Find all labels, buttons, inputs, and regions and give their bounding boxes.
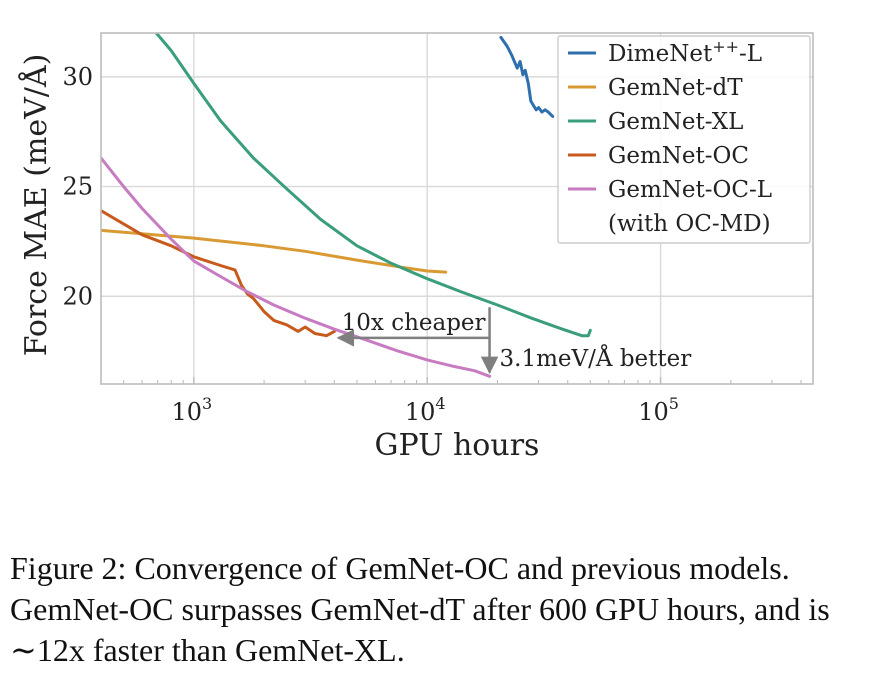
legend-label: GemNet-OC-L [608, 177, 772, 203]
legend-label: GemNet-dT [608, 75, 743, 101]
legend-label: GemNet-OC [608, 143, 749, 169]
x-tick-base: 10 [405, 398, 436, 426]
annotation-better-label: 3.1meV/Å better [500, 344, 692, 372]
legend-label: DimeNet++-L [608, 37, 762, 67]
legend-label: GemNet-XL [608, 109, 743, 135]
x-axis-label: GPU hours [375, 428, 540, 463]
x-tick-base: 10 [171, 398, 202, 426]
legend-label-line2: (with OC-MD) [608, 211, 771, 237]
annotation-cheaper-label: 10x cheaper [342, 310, 486, 336]
y-tick-label: 25 [62, 173, 93, 201]
legend: DimeNet++-L GemNet-dT GemNet-XL GemNet-OC Ge… [557, 35, 811, 244]
series-line-gemnet-dt [101, 228, 448, 274]
x-tick-base: 10 [638, 398, 669, 426]
legend-box [557, 35, 811, 244]
x-tick-label: 103 [171, 394, 212, 426]
y-tick-label: 30 [62, 63, 93, 91]
x-tick-label: 105 [638, 394, 679, 426]
x-tick-exponent: 3 [202, 394, 212, 413]
annotation-layer: 10x cheaper 3.1meV/Å better [336, 307, 692, 375]
figure-caption: Figure 2: Convergence of GemNet-OC and p… [10, 550, 830, 668]
series-line-gemnet-oc [101, 209, 336, 338]
x-tick-exponent: 5 [669, 394, 679, 413]
series-line-gemnet-oc-l [101, 156, 492, 378]
series-line-gemnet-xl [154, 33, 592, 338]
x-tick-exponent: 4 [435, 394, 445, 413]
y-axis-label: Force MAE (meV/Å) [18, 54, 54, 357]
y-tick-label: 20 [62, 282, 93, 310]
plot-frame [100, 32, 814, 385]
series-line-dimenet-l [499, 35, 555, 118]
series-layer [101, 33, 592, 378]
x-tick-label: 104 [405, 394, 446, 426]
